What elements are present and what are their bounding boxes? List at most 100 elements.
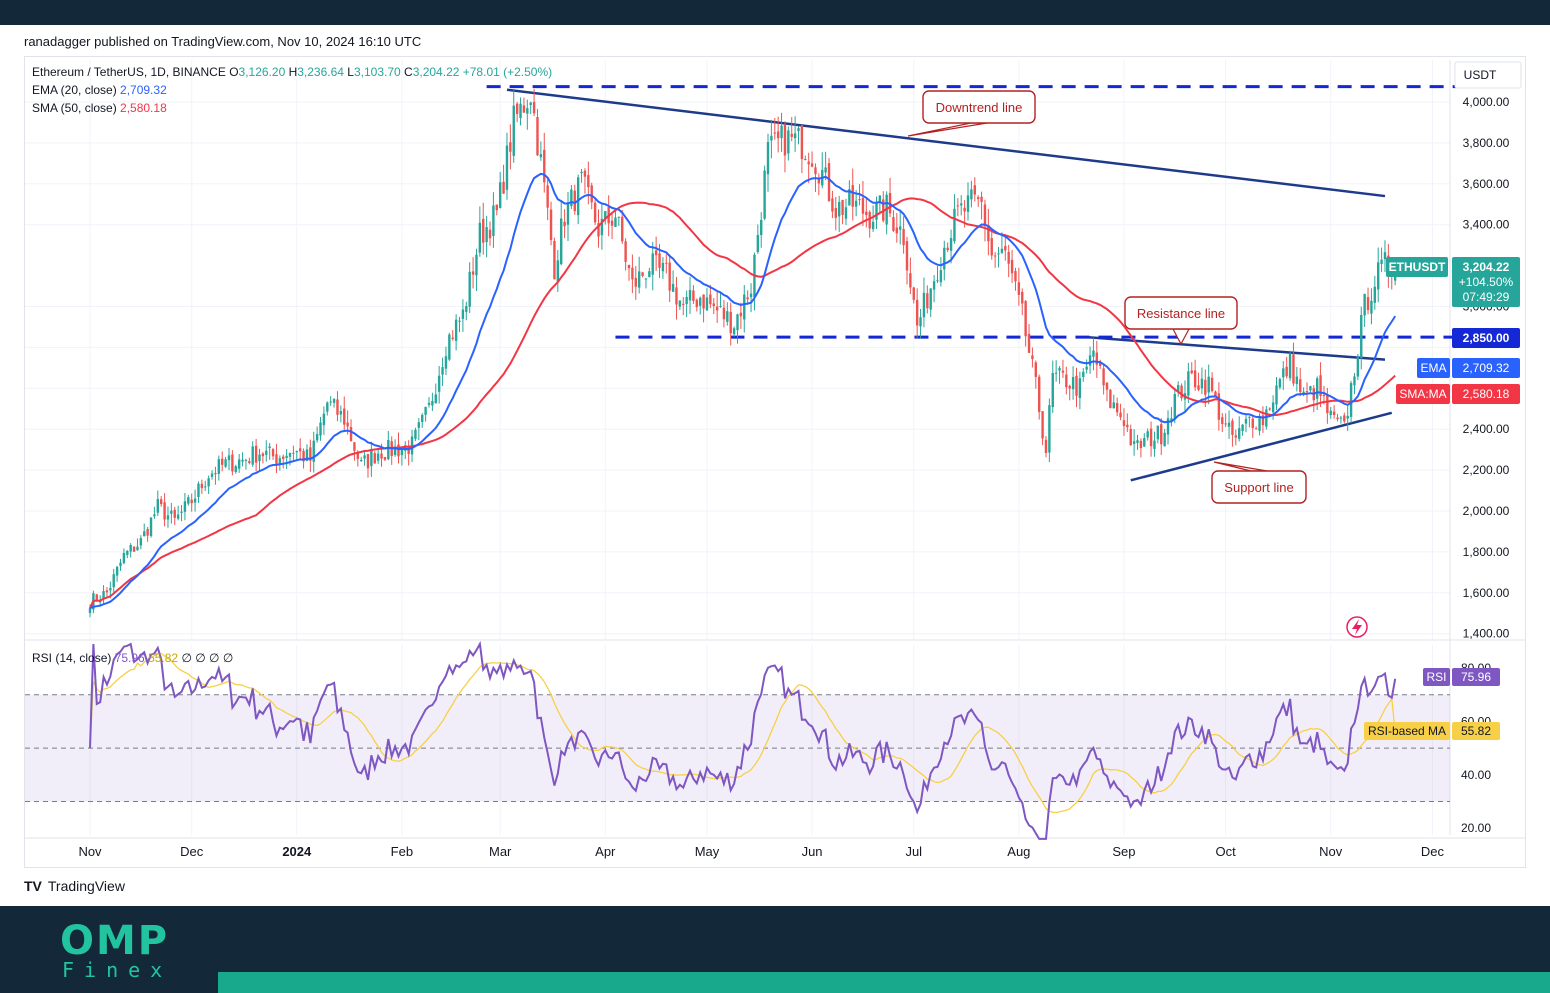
candle-body: [844, 207, 848, 219]
candle-body: [1193, 370, 1197, 388]
candle-body: [770, 135, 773, 141]
candle-body: [827, 163, 831, 202]
candle-body: [1285, 366, 1288, 377]
lightning-icon-bolt: [1352, 619, 1362, 635]
candle-body: [1339, 417, 1343, 419]
candle-body: [221, 458, 224, 465]
candle-body: [397, 444, 400, 457]
candle-body: [817, 177, 821, 184]
candle-body: [675, 287, 678, 305]
candle-body: [902, 229, 905, 246]
candle-body: [197, 483, 200, 498]
candle-body: [234, 466, 237, 472]
candle-body: [1210, 377, 1214, 392]
candle-body: [109, 588, 112, 591]
candle-body: [193, 498, 197, 503]
candle-body: [831, 198, 834, 212]
candle-body: [1299, 379, 1302, 393]
candle-body: [1027, 333, 1031, 353]
candle-body: [926, 293, 929, 309]
candle-body: [204, 486, 207, 488]
candle-body: [1377, 262, 1380, 290]
candle-body: [105, 590, 109, 593]
candle-body: [339, 410, 343, 415]
candle-body: [1126, 424, 1129, 428]
tag-last-price-bg: [1452, 257, 1520, 307]
publish-caption: ranadagger published on TradingView.com,…: [24, 34, 422, 49]
candle-body: [227, 455, 231, 461]
candle-body: [543, 149, 546, 183]
tag-sma-price: 2,580.18: [1463, 387, 1510, 401]
candle-body: [1166, 418, 1170, 435]
candle-body: [573, 190, 576, 212]
candle-body: [624, 241, 627, 262]
candle-body: [1254, 428, 1258, 430]
candle-body: [248, 461, 251, 464]
candle-body: [1221, 417, 1224, 424]
candle-body: [871, 221, 875, 230]
candle-body: [421, 414, 424, 422]
candle-body: [353, 442, 356, 451]
tag-last-price: 3,204.22: [1463, 260, 1510, 274]
candle-body: [519, 103, 522, 119]
price-tick: 4,000.00: [1463, 95, 1510, 109]
candle-body: [322, 413, 326, 426]
candle-body: [858, 199, 861, 201]
candle-body: [1238, 428, 1241, 439]
candle-body: [1143, 438, 1146, 447]
candle-body: [1197, 385, 1200, 390]
callout-box: [1124, 296, 1238, 330]
sma-50-line: [89, 197, 1396, 609]
candle-body: [729, 311, 732, 334]
tag-rsi-label-bg: [1423, 668, 1450, 686]
candle-body: [1227, 422, 1231, 427]
candle-body: [787, 130, 790, 154]
candle-body: [427, 402, 431, 405]
candle-body: [217, 459, 221, 474]
candle-body: [854, 200, 858, 207]
legend-ema-label: EMA (20, close): [32, 83, 120, 97]
candle-body: [1122, 420, 1126, 427]
legend-sma-label: SMA (50, close): [32, 101, 120, 115]
candle-body: [685, 296, 688, 305]
candle-body: [254, 445, 258, 463]
tradingview-brand[interactable]: TV TradingView: [24, 878, 125, 894]
candle-body: [953, 208, 956, 242]
candle-body: [1261, 415, 1265, 426]
callout-box: [922, 90, 1036, 124]
candle-body: [136, 546, 139, 551]
candle-body: [814, 167, 817, 175]
candle-body: [471, 271, 475, 275]
candle-body: [841, 199, 844, 215]
candle-body: [1146, 431, 1149, 438]
candle-body: [265, 450, 268, 455]
candle-body: [1105, 382, 1109, 390]
candle-body: [566, 202, 570, 225]
candle-body: [678, 300, 682, 307]
candle-body: [1149, 428, 1153, 447]
candle-body: [905, 241, 909, 271]
candle-body: [1207, 376, 1210, 393]
candle-body: [648, 271, 651, 278]
candle-body: [1360, 314, 1363, 359]
candle-body: [793, 133, 797, 139]
time-tick: Sep: [1112, 844, 1135, 859]
tag-rsi-value-bg: [1452, 668, 1500, 686]
tag-symbol-bg: [1386, 257, 1448, 277]
lightning-icon: [1346, 616, 1368, 638]
candle-body: [393, 446, 397, 456]
candle-body: [746, 297, 749, 300]
candle-body: [454, 319, 458, 341]
candle-body: [366, 453, 370, 469]
candle-body: [305, 449, 309, 461]
candle-body: [563, 221, 566, 227]
candle-body: [580, 171, 583, 174]
callout-label: Downtrend line: [936, 100, 1023, 115]
candle-body: [692, 290, 695, 301]
candle-body: [502, 181, 505, 194]
legend-sma-row: SMA (50, close) 2,580.18: [32, 101, 167, 115]
legend-l-label: L: [347, 65, 354, 79]
candle-body: [600, 218, 604, 236]
candle-body: [1075, 375, 1078, 396]
